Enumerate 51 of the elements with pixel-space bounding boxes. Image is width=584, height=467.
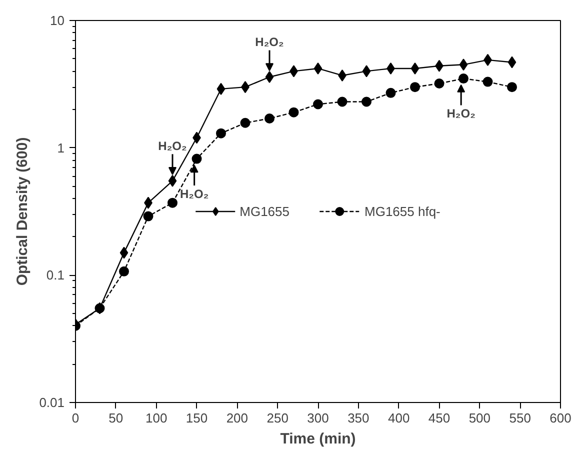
point bbox=[410, 82, 420, 92]
x-axis-title: Time (min) bbox=[280, 430, 356, 448]
x-tick-label: 50 bbox=[108, 410, 124, 426]
point bbox=[482, 76, 493, 87]
point bbox=[143, 211, 154, 222]
legend-label: MG1655 hfq- bbox=[364, 204, 440, 218]
point bbox=[265, 70, 274, 83]
point bbox=[314, 62, 322, 74]
x-tick-label: 450 bbox=[428, 410, 450, 426]
x-tick-label: 500 bbox=[468, 410, 491, 426]
y-axis-title: Optical Density (600) bbox=[14, 137, 32, 286]
point bbox=[216, 128, 226, 138]
x-tick-label: 100 bbox=[145, 410, 168, 426]
annotation: H₂O₂ bbox=[158, 138, 187, 153]
point bbox=[458, 74, 468, 84]
x-tick-label: 250 bbox=[266, 410, 288, 426]
point bbox=[119, 266, 129, 276]
x-tick-label: 0 bbox=[72, 410, 80, 426]
point bbox=[362, 65, 371, 78]
x-tick-label: 550 bbox=[509, 410, 531, 426]
point bbox=[410, 62, 420, 74]
point bbox=[192, 154, 202, 164]
y-tick-label: 0.1 bbox=[46, 268, 65, 283]
point bbox=[434, 78, 444, 88]
point bbox=[459, 58, 468, 71]
point bbox=[288, 107, 299, 118]
point bbox=[362, 96, 372, 107]
y-tick-label: 0.01 bbox=[39, 395, 65, 410]
point bbox=[507, 82, 517, 92]
x-tick-label: 350 bbox=[348, 410, 370, 426]
x-tick-label: 300 bbox=[307, 410, 329, 426]
annotation: H₂O₂ bbox=[180, 186, 209, 201]
y-tick-label: 1 bbox=[57, 140, 65, 156]
point bbox=[313, 99, 323, 110]
y-tick-label: 10 bbox=[50, 13, 65, 28]
x-tick-label: 200 bbox=[226, 410, 248, 426]
point bbox=[386, 88, 396, 98]
annotation: H₂O₂ bbox=[255, 34, 284, 49]
legend-label: MG1655 bbox=[240, 204, 290, 218]
point bbox=[337, 96, 348, 107]
point bbox=[508, 56, 516, 68]
point bbox=[168, 174, 177, 187]
point bbox=[168, 198, 178, 208]
x-tick-label: 400 bbox=[388, 410, 410, 426]
point bbox=[120, 246, 128, 259]
point bbox=[216, 82, 226, 95]
annotation: H₂O₂ bbox=[446, 106, 476, 121]
x-tick-label: 150 bbox=[186, 410, 208, 426]
point bbox=[240, 118, 250, 128]
x-tick-label: 600 bbox=[550, 410, 572, 426]
point bbox=[264, 114, 274, 124]
